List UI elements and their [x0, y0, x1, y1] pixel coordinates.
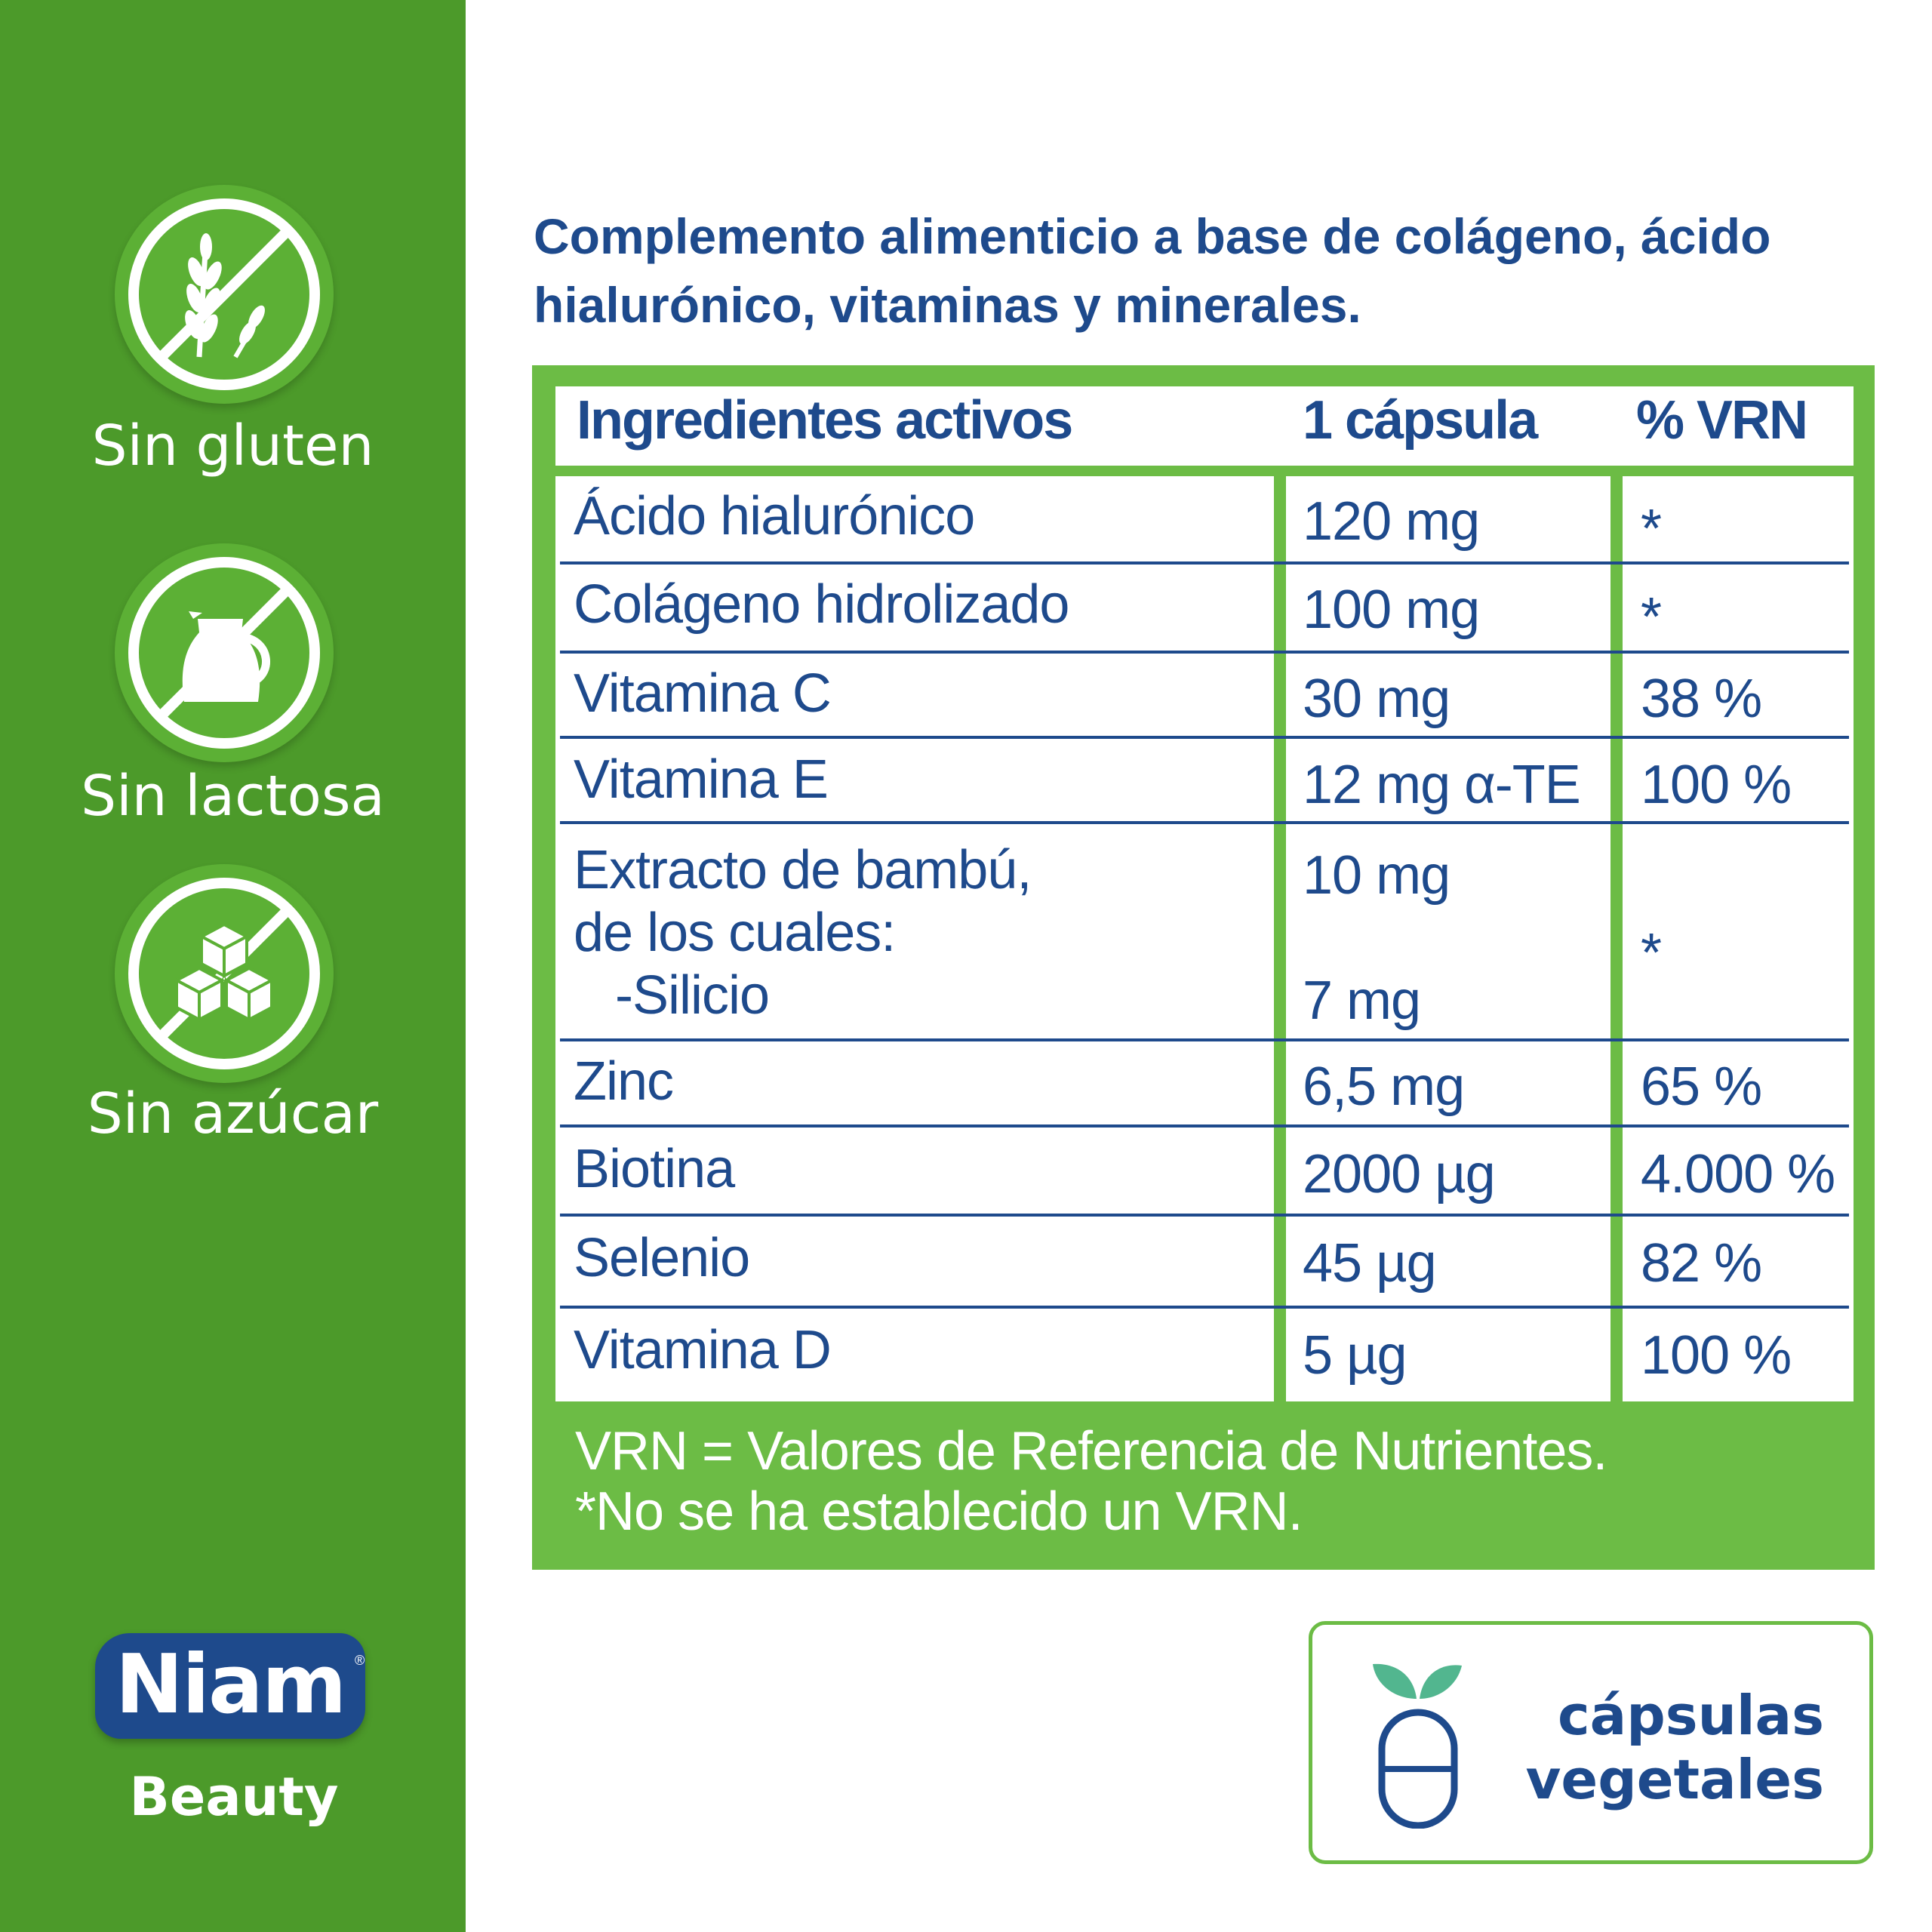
table-cell-vrn: 4.000 % — [1641, 1144, 1835, 1204]
footnote-no-vrn: *No se ha establecido un VRN. — [575, 1481, 1303, 1542]
row-divider — [560, 561, 1849, 565]
table-cell-vrn: * — [1641, 499, 1662, 559]
table-cell-amount: 5 µg — [1303, 1325, 1407, 1386]
headline-line-2: hialurónico, vitaminas y minerales. — [534, 277, 1361, 333]
row-divider — [560, 736, 1849, 739]
veg-line-1: cápsulas — [1557, 1684, 1824, 1747]
table-cell-ingredient: Extracto de bambú, — [574, 840, 1032, 900]
table-cell-amount: 6,5 mg — [1303, 1057, 1465, 1117]
table-cell-amount: 45 µg — [1303, 1233, 1437, 1294]
column-amount — [1286, 476, 1611, 1401]
headline: Complemento alimenticio a base de coláge… — [534, 202, 1892, 340]
table-cell-vrn: 82 % — [1641, 1233, 1762, 1294]
vegetable-capsules-text: cápsulas vegetales — [1525, 1684, 1824, 1812]
row-divider — [560, 1214, 1849, 1217]
table-cell-ingredient: Colágeno hidrolizado — [574, 574, 1069, 635]
table-cell-ingredient: Selenio — [574, 1228, 750, 1288]
headline-line-1: Complemento alimenticio a base de coláge… — [534, 208, 1771, 264]
badge-label: Sin gluten — [91, 414, 374, 478]
milk-jug-crossed-icon — [115, 543, 334, 762]
table-cell-ingredient: Biotina — [574, 1139, 735, 1199]
wheat-crossed-icon — [115, 185, 334, 404]
header-ingredient: Ingredientes activos — [577, 390, 1073, 451]
table-cell-amount: 120 mg — [1303, 491, 1480, 552]
column-vrn — [1623, 476, 1854, 1401]
table-cell-ingredient: Vitamina E — [574, 749, 829, 810]
table-cell-amount: 2000 µg — [1303, 1144, 1496, 1204]
table-cell-vrn: 38 % — [1641, 669, 1762, 729]
footnote-vrn-definition: VRN = Valores de Referencia de Nutriente… — [575, 1421, 1607, 1481]
row-divider — [560, 651, 1849, 654]
table-cell-ingredient: Ácido hialurónico — [574, 486, 975, 546]
row-divider — [560, 1124, 1849, 1128]
sidebar: Sin gluten Sin lactosa — [0, 0, 466, 1932]
table-cell-ingredient: -Silicio — [615, 965, 770, 1026]
brand-reg-mark: ® — [355, 1653, 365, 1668]
badge-label: Sin lactosa — [81, 764, 385, 829]
table-cell-amount: 100 mg — [1303, 580, 1480, 640]
table-cell-amount: 7 mg — [1303, 971, 1421, 1031]
brand-line: Beauty — [129, 1766, 339, 1828]
vegetable-capsules-badge: cápsulas vegetales — [1309, 1621, 1873, 1864]
veg-line-2: vegetales — [1525, 1748, 1824, 1811]
badge-label: Sin azúcar — [87, 1081, 379, 1146]
table-cell-vrn: * — [1641, 587, 1662, 648]
table-cell-amount: 10 mg — [1303, 845, 1451, 906]
table-header-cell — [555, 386, 1854, 466]
table-cell-ingredient: de los cuales: — [574, 903, 896, 963]
column-ingredients — [555, 476, 1274, 1401]
table-cell-ingredient: Vitamina D — [574, 1320, 832, 1380]
row-divider — [560, 821, 1849, 824]
table-cell-ingredient: Vitamina C — [574, 663, 832, 724]
table-cell-ingredient: Zinc — [574, 1051, 674, 1112]
header-amount: 1 cápsula — [1303, 390, 1538, 451]
brand-logo: Niam ® Beauty — [91, 1630, 377, 1828]
table-cell-vrn: 100 % — [1641, 755, 1792, 815]
table-cell-amount: 12 mg α-TE — [1303, 755, 1581, 815]
sugar-cubes-crossed-icon — [115, 864, 334, 1083]
table-cell-vrn: 100 % — [1641, 1325, 1792, 1386]
brand-pill — [95, 1633, 365, 1739]
brand-name: Niam — [115, 1638, 347, 1732]
table-cell-vrn: * — [1641, 923, 1662, 983]
table-cell-vrn: 65 % — [1641, 1057, 1762, 1117]
row-divider — [560, 1038, 1849, 1041]
vegetable-capsule-icon — [1373, 1663, 1462, 1829]
header-vrn: % VRN — [1636, 390, 1808, 451]
table-cell-amount: 30 mg — [1303, 669, 1451, 729]
row-divider — [560, 1306, 1849, 1309]
